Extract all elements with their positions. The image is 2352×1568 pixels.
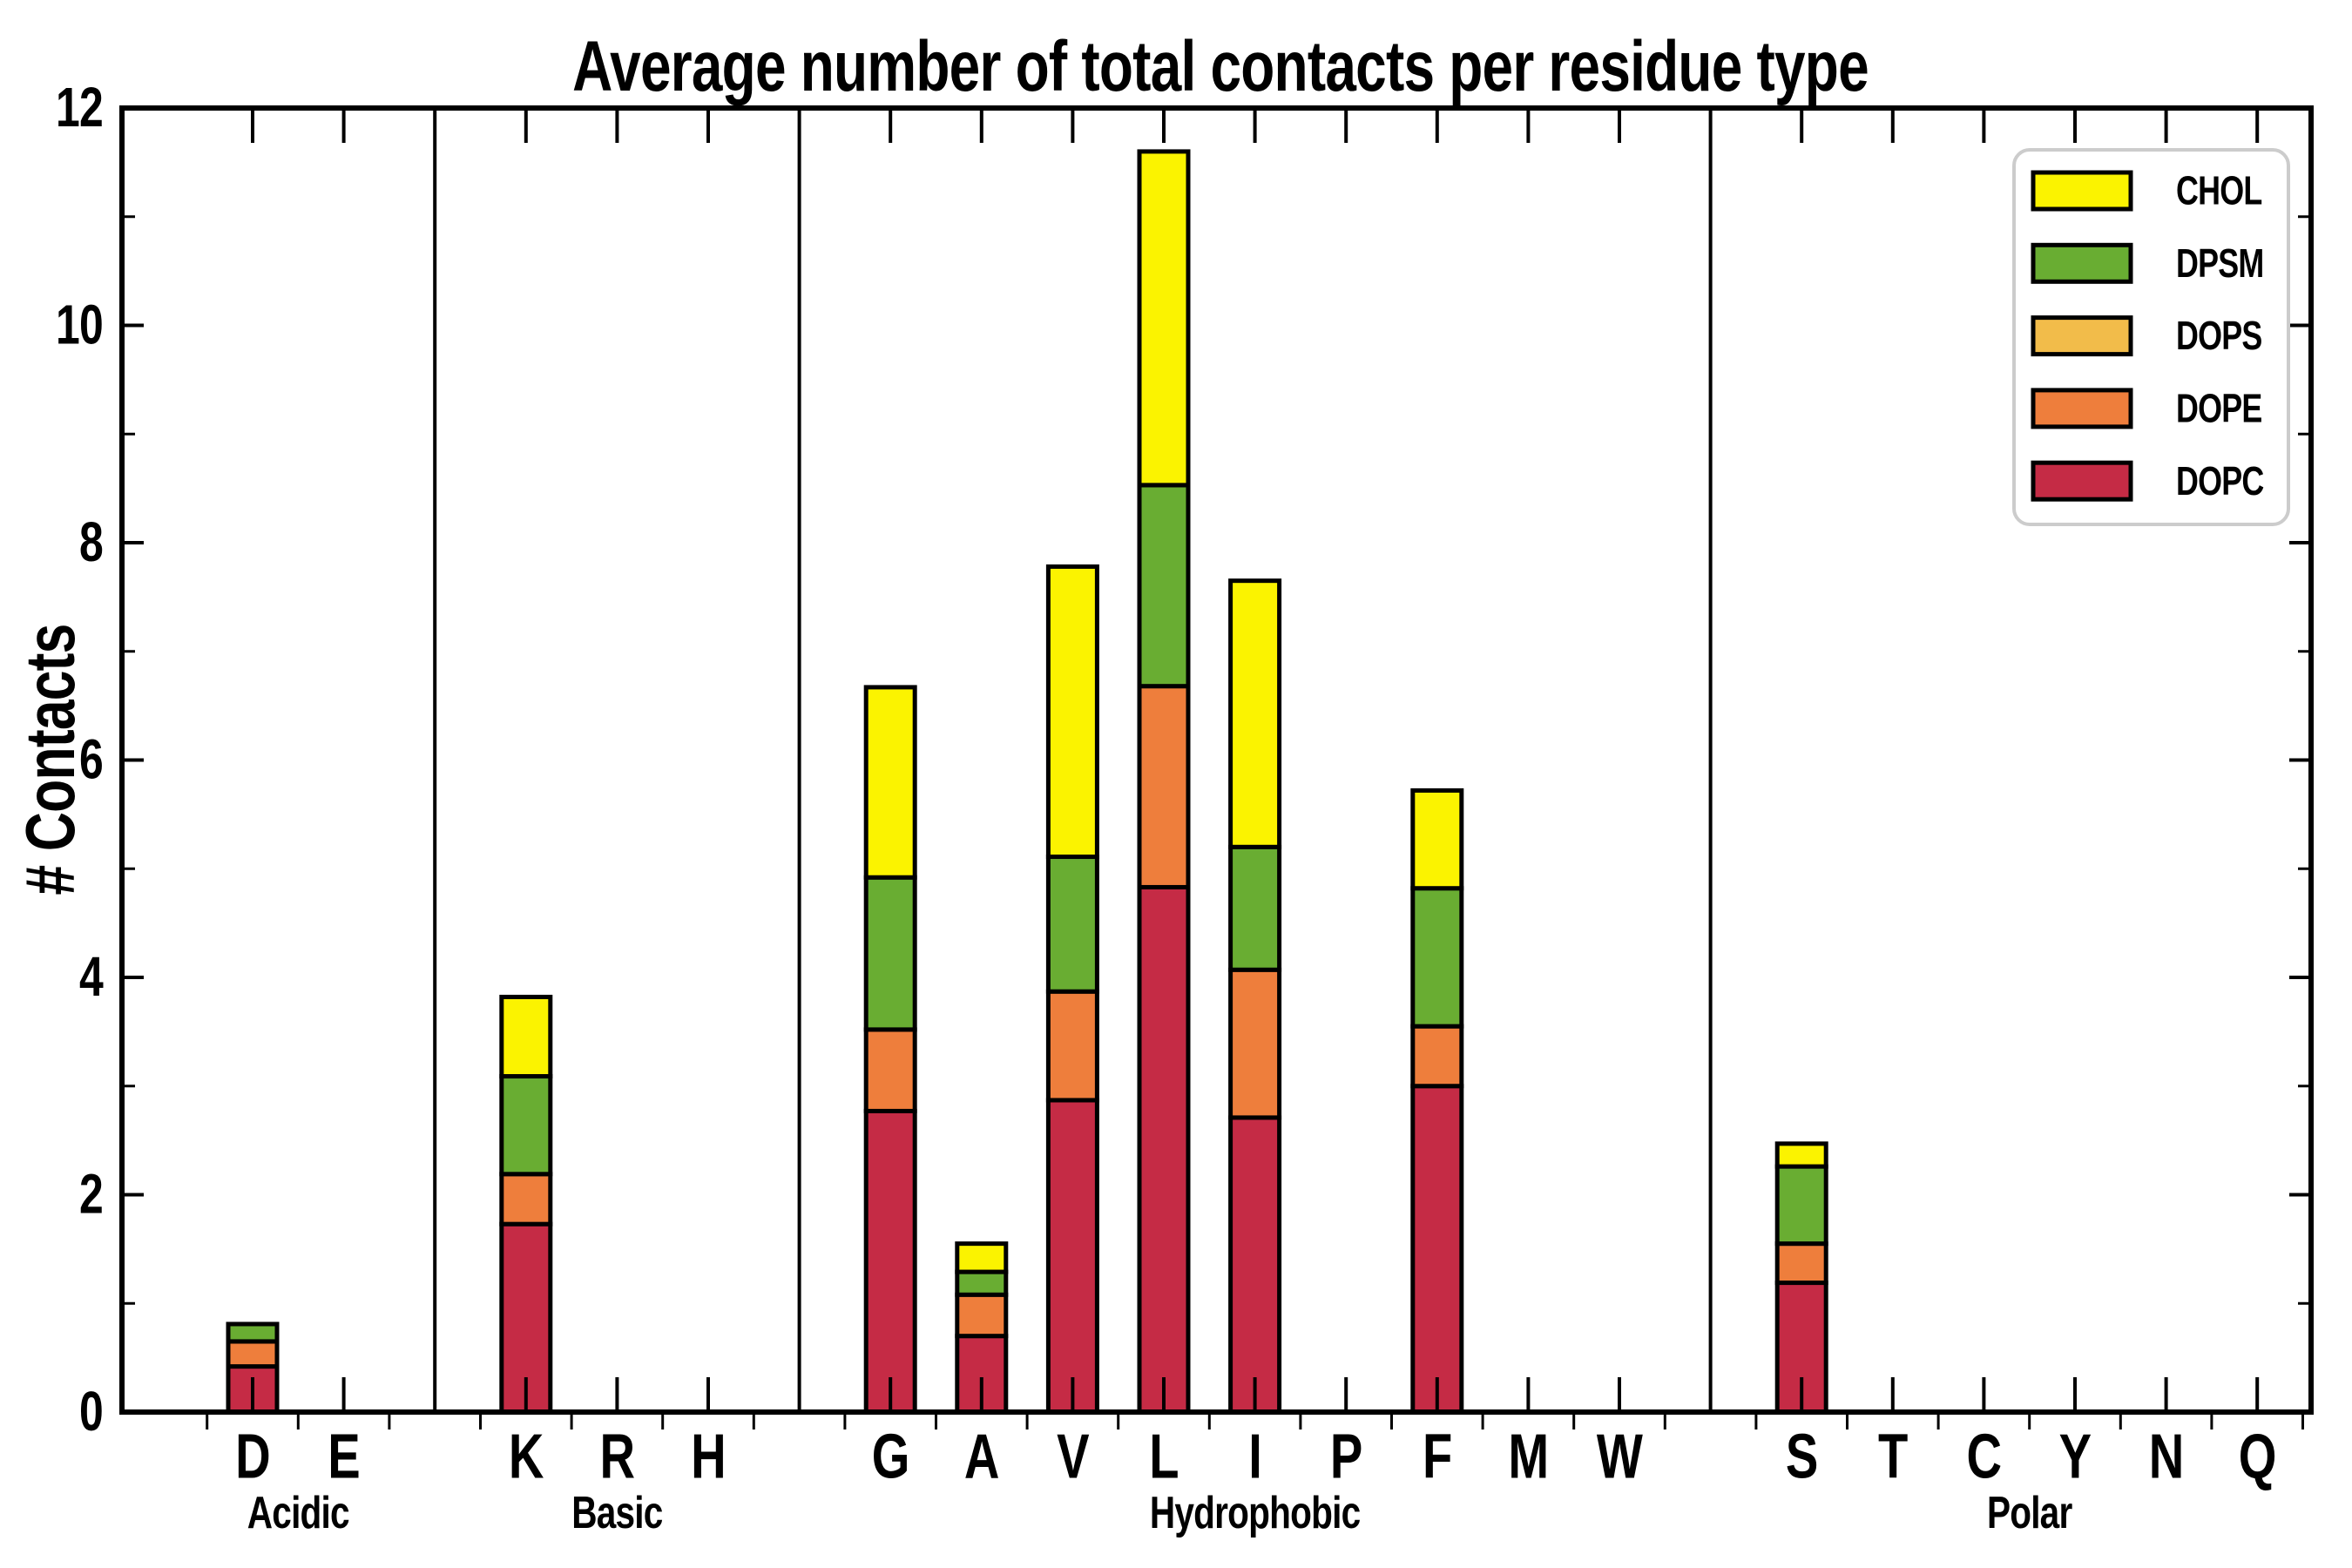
x-tick-label-C: C [1967,1422,2002,1491]
legend-swatch-DOPC [2031,460,2133,502]
x-tick-label-S: S [1786,1422,1818,1491]
group-label-Hydrophobic: Hydrophobic [1150,1487,1361,1538]
x-tick-label-G: G [872,1422,909,1491]
legend-swatch-DOPS [2031,315,2133,357]
plot-frame [119,105,2314,1415]
x-tick-label-R: R [600,1422,635,1491]
x-tick-label-F: F [1423,1422,1452,1491]
x-tick-label-P: P [1330,1422,1362,1491]
bar-segment-A-DPSM [955,1269,1009,1297]
y-tick-label: 0 [79,1381,103,1443]
bar-segment-I-DPSM [1228,844,1282,972]
x-tick-label-M: M [1508,1422,1548,1491]
bar-segment-K-DOPE [499,1172,553,1227]
bar-segment-G-DOPE [863,1027,917,1113]
y-tick-label: 2 [79,1164,103,1226]
group-label-Polar: Polar [1987,1487,2072,1538]
x-tick-label-A: A [964,1422,999,1491]
bar-segment-G-DPSM [863,875,917,1032]
bar-segment-V-CHOL [1045,564,1099,860]
x-tick-label-K: K [509,1422,544,1491]
y-tick-label: 4 [79,946,104,1008]
bar-segment-G-CHOL [863,685,917,880]
bar-segment-G-DOPC [863,1108,917,1415]
bar-segment-F-DOPE [1410,1024,1464,1089]
bar-segment-V-DOPC [1045,1098,1099,1415]
x-tick-label-Q: Q [2239,1422,2276,1491]
bar-segment-V-DOPE [1045,989,1099,1103]
legend-swatch-DOPE [2031,388,2133,429]
legend-label-DOPS: DOPS [2176,314,2262,358]
bar-segment-D-DPSM [226,1321,280,1344]
bar-segment-L-DPSM [1137,483,1191,689]
bar-segment-K-DPSM [499,1074,553,1177]
bar-segment-S-DOPE [1774,1241,1828,1286]
bar-segment-D-DOPE [226,1339,280,1369]
bar-segment-S-DPSM [1774,1164,1828,1247]
x-tick-label-N: N [2149,1422,2184,1491]
y-tick-label: 6 [79,729,103,791]
bar-segment-V-DPSM [1045,855,1099,994]
x-tick-label-L: L [1149,1422,1179,1491]
legend-swatch-CHOL [2031,170,2133,212]
legend-label-DPSM: DPSM [2176,241,2264,286]
bar-segment-I-DOPE [1228,967,1282,1120]
x-tick-label-T: T [1878,1422,1908,1491]
bar-segment-I-CHOL [1228,578,1282,849]
bar-segment-S-CHOL [1774,1141,1828,1169]
bar-segment-I-DOPC [1228,1115,1282,1415]
bar-segment-F-CHOL [1410,787,1464,891]
x-tick-label-W: W [1597,1422,1643,1491]
group-label-Basic: Basic [571,1487,662,1538]
bar-segment-L-CHOL [1137,149,1191,488]
bar-segment-F-DPSM [1410,886,1464,1029]
legend-label-DOPC: DOPC [2176,459,2264,504]
x-tick-label-V: V [1057,1422,1089,1491]
bar-segment-K-CHOL [499,994,553,1079]
y-axis-title: # Contacts [11,624,89,896]
legend-swatch-DPSM [2031,242,2133,284]
bar-segment-A-DOPE [955,1292,1009,1339]
bar-segment-L-DOPC [1137,884,1191,1415]
chart-title: Average number of total contacts per res… [572,27,1869,106]
group-label-Acidic: Acidic [247,1487,349,1538]
bar-segment-L-DOPE [1137,684,1191,889]
bar-segment-F-DOPC [1410,1084,1464,1415]
legend-label-CHOL: CHOL [2176,168,2262,213]
legend-label-DOPE: DOPE [2176,386,2262,430]
x-tick-label-H: H [691,1422,726,1491]
y-tick-label: 8 [79,511,103,573]
x-tick-label-Y: Y [2059,1422,2092,1491]
x-tick-label-I: I [1248,1422,1261,1491]
bar-segment-A-CHOL [955,1241,1009,1274]
y-tick-label: 12 [56,77,103,139]
y-tick-label: 10 [56,294,103,356]
x-tick-label-E: E [328,1422,360,1491]
x-tick-label-D: D [235,1422,270,1491]
